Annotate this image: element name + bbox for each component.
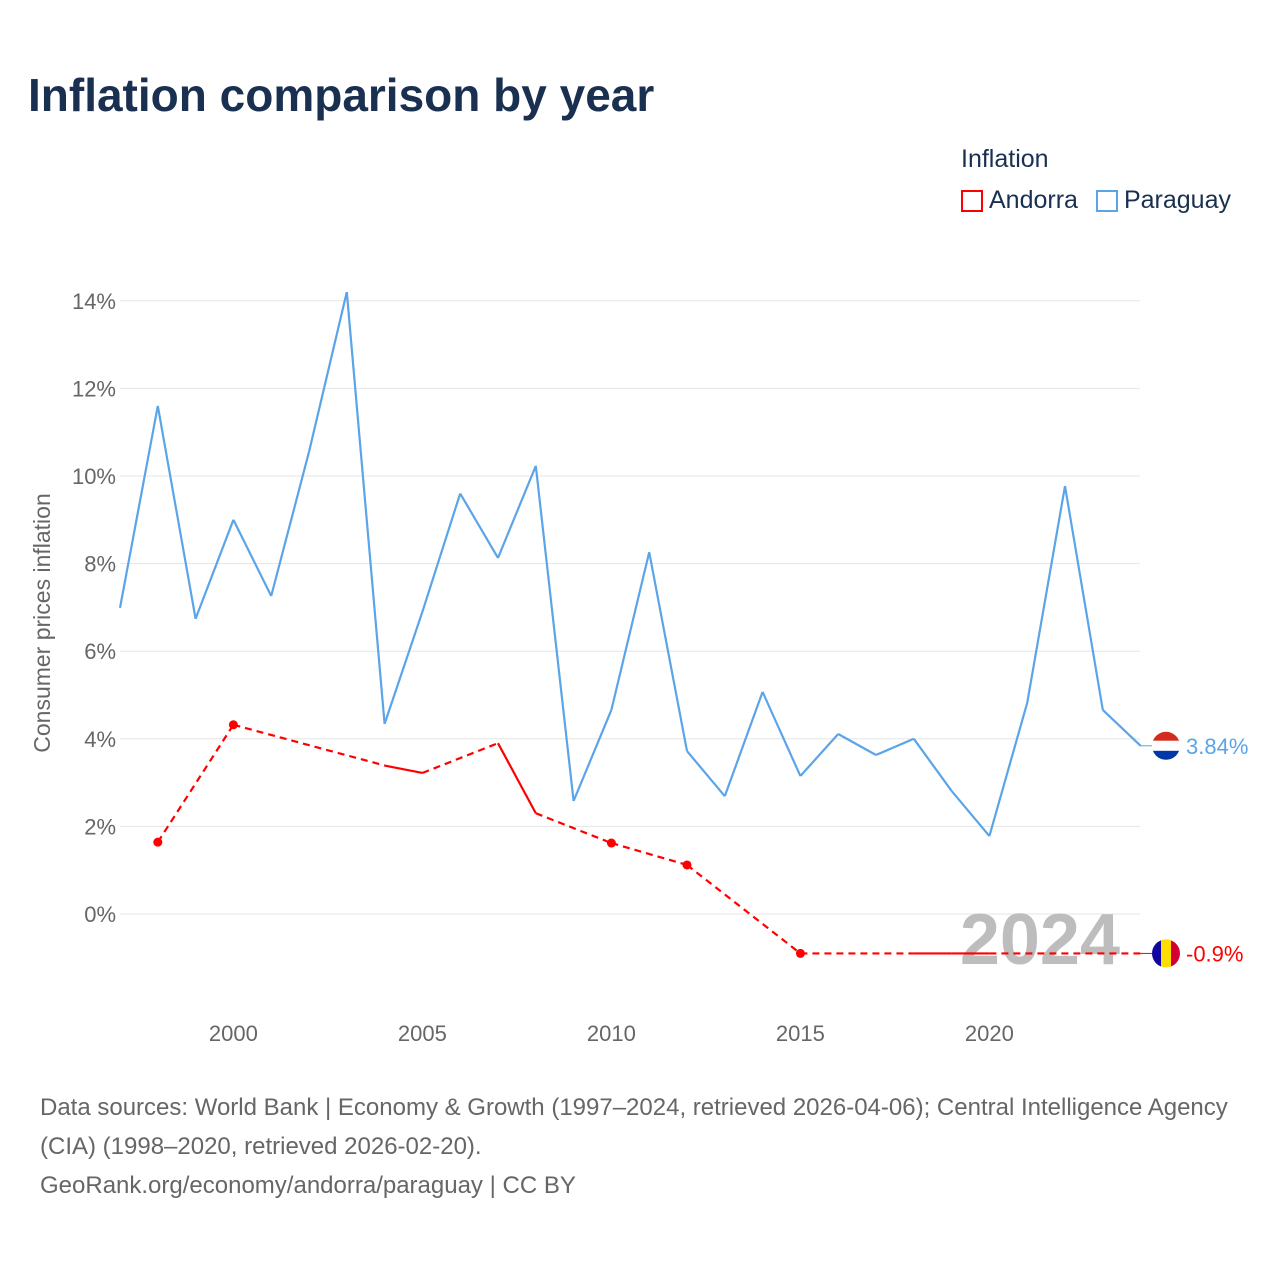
chart-title: Inflation comparison by year bbox=[28, 69, 655, 121]
paraguay-segment bbox=[1026, 485, 1067, 704]
andorra-segment bbox=[384, 764, 423, 775]
legend-label: Andorra bbox=[989, 186, 1078, 214]
paraguay-segment bbox=[610, 551, 651, 711]
paraguay-segment bbox=[459, 492, 499, 559]
paraguay-segment bbox=[345, 291, 386, 725]
andorra-point bbox=[228, 720, 238, 730]
legend-label: Paraguay bbox=[1123, 186, 1231, 214]
andorra-point bbox=[153, 837, 163, 847]
y-tick-label: 10% bbox=[72, 464, 116, 489]
year-watermark: 2024 bbox=[960, 900, 1120, 980]
paraguay-segment bbox=[421, 493, 462, 613]
paraguay-segment bbox=[686, 750, 726, 797]
paraguay-segment bbox=[1102, 709, 1142, 747]
paraguay-segment bbox=[496, 465, 537, 559]
footer: Data sources: World Bank | Economy & Gro… bbox=[40, 1088, 1250, 1205]
legend-swatch-andorra bbox=[961, 189, 983, 212]
y-tick-label: 4% bbox=[84, 727, 116, 752]
paraguay-segment bbox=[307, 291, 348, 453]
y-tick-label: 14% bbox=[72, 289, 116, 314]
paraguay-segment bbox=[270, 451, 311, 597]
andorra-segment bbox=[497, 742, 537, 814]
legend-item-andorra[interactable]: Andorra bbox=[961, 186, 1078, 215]
paraguay-segment bbox=[156, 405, 197, 619]
paraguay-segment bbox=[648, 552, 689, 752]
x-tick-label: 2010 bbox=[587, 1021, 636, 1046]
paraguay-segment bbox=[761, 691, 802, 777]
paraguay-end-label: 3.84% bbox=[1186, 734, 1248, 759]
andorra-segment bbox=[233, 723, 385, 767]
paraguay-segment bbox=[383, 611, 424, 725]
paraguay-segment bbox=[534, 465, 575, 802]
paraguay-segment bbox=[194, 519, 235, 620]
andorra-end-label: -0.9% bbox=[1186, 941, 1243, 966]
andorra-segment bbox=[686, 864, 802, 955]
y-tick-label: 2% bbox=[84, 814, 116, 839]
andorra-segment bbox=[421, 742, 499, 774]
legend-item-paraguay[interactable]: Paraguay bbox=[1095, 186, 1231, 215]
andorra-point bbox=[682, 860, 692, 870]
andorra-segment bbox=[535, 812, 612, 845]
legend-swatch-paraguay bbox=[1095, 189, 1118, 212]
paraguay-segment bbox=[1063, 485, 1104, 711]
andorra-flag-icon bbox=[1152, 939, 1180, 968]
y-axis-label: Consumer prices inflation bbox=[29, 493, 55, 753]
attribution: GeoRank.org/economy/andorra/paraguay | C… bbox=[40, 1172, 576, 1199]
paraguay-segment bbox=[950, 790, 991, 837]
andorra-segment bbox=[611, 841, 688, 867]
andorra-point bbox=[606, 838, 616, 848]
x-tick-label: 2015 bbox=[776, 1021, 825, 1046]
paraguay-segment bbox=[723, 691, 764, 797]
y-tick-label: 8% bbox=[84, 552, 116, 577]
paraguay-segment bbox=[988, 702, 1029, 837]
y-tick-label: 6% bbox=[84, 639, 116, 664]
paraguay-segment bbox=[912, 738, 953, 792]
x-tick-label: 2000 bbox=[209, 1021, 258, 1046]
x-tick-label: 2020 bbox=[965, 1021, 1014, 1046]
paraguay-segment bbox=[118, 405, 159, 609]
legend: Andorra Paraguay bbox=[961, 186, 1231, 215]
data-sources: Data sources: World Bank | Economy & Gro… bbox=[40, 1094, 1228, 1160]
paraguay-segment bbox=[837, 733, 877, 756]
y-tick-label: 0% bbox=[84, 902, 116, 927]
y-tick-label: 12% bbox=[72, 376, 116, 401]
paraguay-segment bbox=[232, 519, 273, 597]
paraguay-segment bbox=[875, 737, 915, 757]
andorra-point bbox=[795, 948, 805, 958]
paraguay-segment bbox=[799, 733, 840, 777]
paraguay-flag-icon bbox=[1152, 731, 1180, 760]
x-tick-label: 2005 bbox=[398, 1021, 447, 1046]
legend-title: Inflation bbox=[961, 145, 1049, 173]
andorra-segment bbox=[156, 724, 235, 843]
paraguay-segment bbox=[572, 709, 613, 802]
